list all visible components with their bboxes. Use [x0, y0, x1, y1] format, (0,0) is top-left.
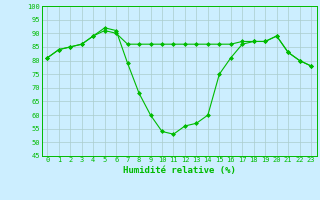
X-axis label: Humidité relative (%): Humidité relative (%): [123, 166, 236, 175]
